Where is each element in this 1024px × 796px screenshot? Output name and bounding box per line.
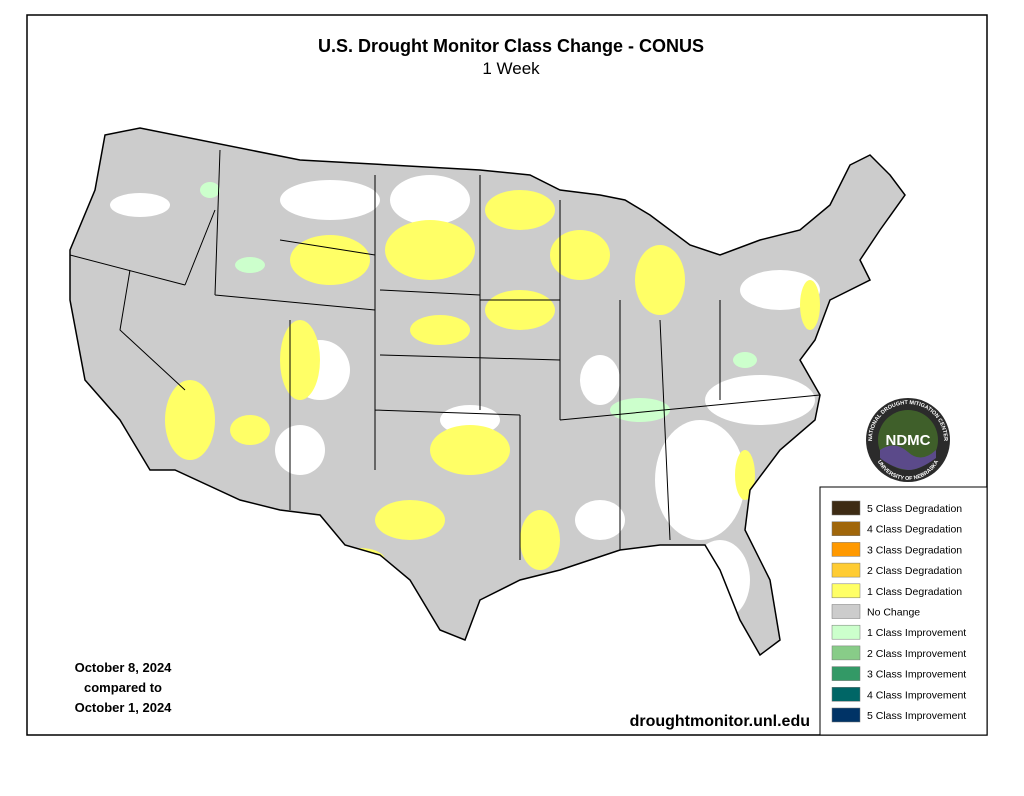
legend-swatch [831, 666, 861, 681]
legend-swatch [831, 521, 861, 536]
logo: NATIONAL DROUGHT MITIGATION CENTER UNIVE… [866, 398, 950, 482]
legend-swatch [831, 707, 861, 723]
date-block: October 8, 2024 compared to October 1, 2… [75, 660, 173, 715]
legend-swatch [831, 583, 861, 599]
logo-acronym: NDMC [886, 432, 931, 449]
date-line: October 1, 2024 [75, 700, 173, 715]
legend-label: 4 Class Improvement [867, 689, 966, 701]
legend-swatch [831, 542, 861, 557]
date-line: compared to [84, 680, 162, 695]
legend-label: No Change [867, 607, 920, 619]
legend-label: 3 Class Improvement [867, 669, 966, 681]
legend-label: 2 Class Improvement [867, 648, 966, 660]
legend-swatch [831, 645, 861, 661]
us-outline [69, 127, 906, 657]
legend-label: 1 Class Improvement [867, 627, 966, 639]
legend-swatch [831, 687, 861, 702]
legend-swatch [831, 604, 861, 619]
legend-swatch [831, 562, 861, 578]
legend-label: 5 Class Improvement [867, 710, 966, 722]
subtitle: 1 Week [482, 59, 540, 78]
source-url: droughtmonitor.unl.edu [630, 713, 810, 730]
legend-label: 3 Class Degradation [867, 544, 962, 556]
legend-label: 1 Class Degradation [867, 586, 962, 598]
legend-label: 2 Class Degradation [867, 565, 962, 577]
legend-swatch [831, 500, 861, 516]
legend-label: 5 Class Degradation [867, 503, 962, 515]
legend: 5 Class Degradation 4 Class Degradation 3 … [831, 500, 966, 723]
legend-swatch [831, 624, 861, 640]
title: U.S. Drought Monitor Class Change - CONU… [318, 36, 704, 56]
legend-label: 4 Class Degradation [867, 524, 962, 536]
date-line: October 8, 2024 [75, 660, 173, 675]
